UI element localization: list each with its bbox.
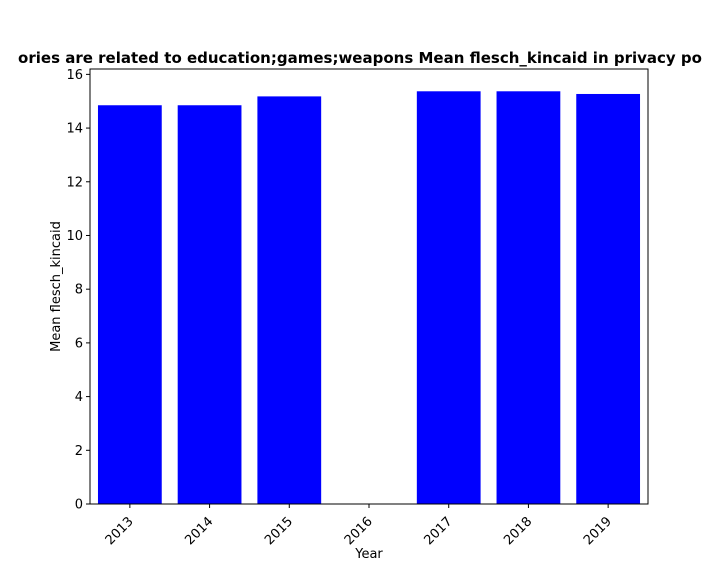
- x-axis-label: Year: [354, 547, 383, 562]
- y-tick-label-4: 4: [75, 390, 83, 405]
- bar-2014: [177, 105, 242, 504]
- x-tick-label-2018: 2018: [501, 514, 535, 548]
- y-axis: 0 2 4 6 8 10 12 14 16: [66, 68, 90, 513]
- x-tick-label-2014: 2014: [182, 514, 216, 548]
- chart-title: ories are related to education;games;wea…: [18, 49, 702, 67]
- x-tick-label-2015: 2015: [262, 514, 296, 548]
- y-tick-label-6: 6: [75, 336, 83, 351]
- x-tick-label-2019: 2019: [581, 514, 615, 548]
- x-tick-label-2016: 2016: [342, 514, 376, 548]
- bar-2015: [257, 96, 322, 504]
- x-tick-label-2013: 2013: [103, 514, 137, 548]
- bars-group: [97, 91, 641, 504]
- plot-frame: [89, 68, 649, 505]
- bar-2013: [97, 105, 162, 504]
- bar-2017: [416, 91, 481, 504]
- y-tick-label-12: 12: [66, 175, 83, 190]
- x-axis: 2013 2014 2015 2016 2017 2018 2019: [103, 504, 615, 548]
- bar-2018: [496, 91, 561, 504]
- y-axis-label: Mean flesch_kincaid: [49, 221, 64, 352]
- y-tick-label-10: 10: [66, 229, 83, 244]
- y-tick-label-16: 16: [66, 68, 83, 83]
- y-tick-label-14: 14: [66, 122, 83, 137]
- y-tick-label-8: 8: [75, 283, 83, 298]
- y-tick-label-0: 0: [75, 498, 83, 513]
- bar-2019: [576, 93, 641, 504]
- y-tick-label-2: 2: [75, 444, 83, 459]
- x-tick-label-2017: 2017: [422, 514, 456, 548]
